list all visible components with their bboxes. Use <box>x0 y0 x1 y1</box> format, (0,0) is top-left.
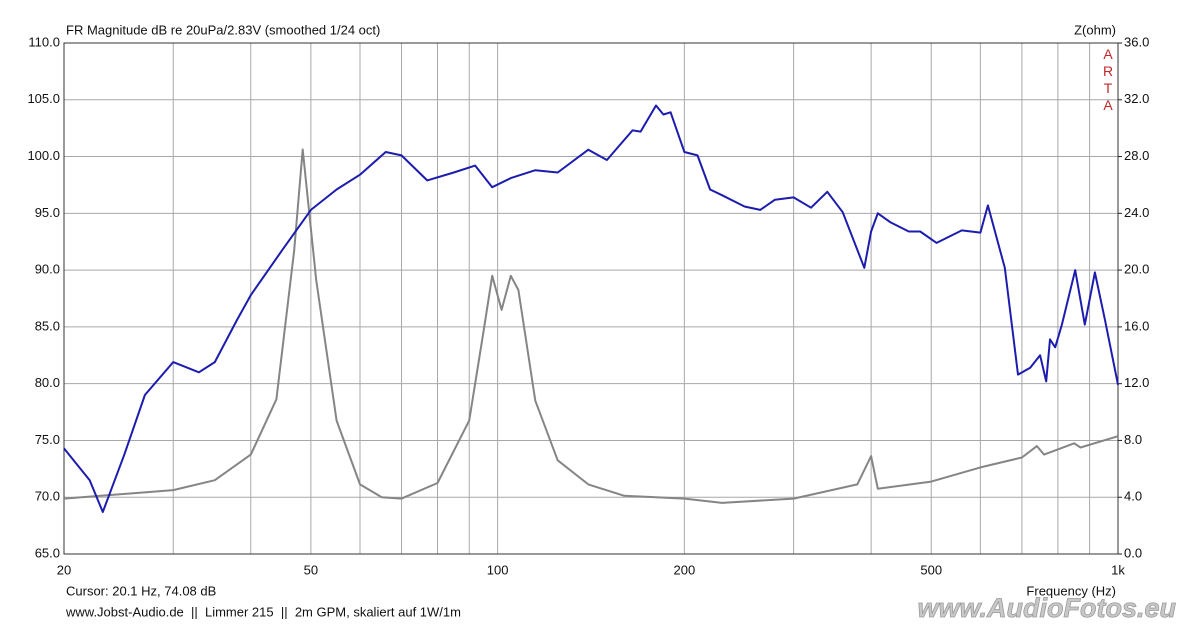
y2-tick-label: 28.0 <box>1124 148 1149 163</box>
brand: ARTA <box>1100 46 1116 114</box>
chart-title: FR Magnitude dB re 20uPa/2.83V (smoothed… <box>66 22 380 37</box>
y-tick-label: 105.0 <box>27 91 60 106</box>
y2-tick-label: 0.0 <box>1124 545 1142 560</box>
y2-tick-label: 36.0 <box>1124 34 1149 49</box>
x-axis-label: Frequency (Hz) <box>1026 583 1116 598</box>
y2-tick-label: 8.0 <box>1124 432 1142 447</box>
y-tick-label: 90.0 <box>35 262 60 277</box>
y2-tick-label: 24.0 <box>1124 205 1149 220</box>
footer: www.Jobst-Audio.de || Limmer 215 || 2m G… <box>65 604 461 619</box>
y-tick-label: 65.0 <box>35 545 60 560</box>
x-tick-label: 20 <box>57 562 71 577</box>
y-tick-label: 70.0 <box>35 489 60 504</box>
y-tick-label: 85.0 <box>35 318 60 333</box>
y2-tick-label: 20.0 <box>1124 262 1149 277</box>
data-line <box>63 148 1119 504</box>
y2-tick-label: 12.0 <box>1124 375 1149 390</box>
y2-tick-label: 4.0 <box>1124 489 1142 504</box>
x-tick-label: 50 <box>304 562 318 577</box>
x-tick-label: 100 <box>487 562 509 577</box>
y-tick-label: 100.0 <box>27 148 60 163</box>
cursor-readout: Cursor: 20.1 Hz, 74.08 dB <box>66 583 216 598</box>
x-tick-label: 200 <box>674 562 696 577</box>
x-tick-label: 1k <box>1111 562 1125 577</box>
plot-frame <box>63 42 1119 555</box>
data-line <box>63 104 1119 513</box>
y-tick-label: 95.0 <box>35 205 60 220</box>
y-tick-label: 80.0 <box>35 375 60 390</box>
y2-tick-label: 32.0 <box>1124 91 1149 106</box>
y-tick-label: 75.0 <box>35 432 60 447</box>
y2-axis-label: Z(ohm) <box>1074 22 1116 37</box>
x-tick-label: 500 <box>920 562 942 577</box>
watermark: www.AudioFotos.eu <box>918 593 1177 623</box>
y-tick-label: 110.0 <box>28 34 60 49</box>
y2-tick-label: 16.0 <box>1124 318 1149 333</box>
